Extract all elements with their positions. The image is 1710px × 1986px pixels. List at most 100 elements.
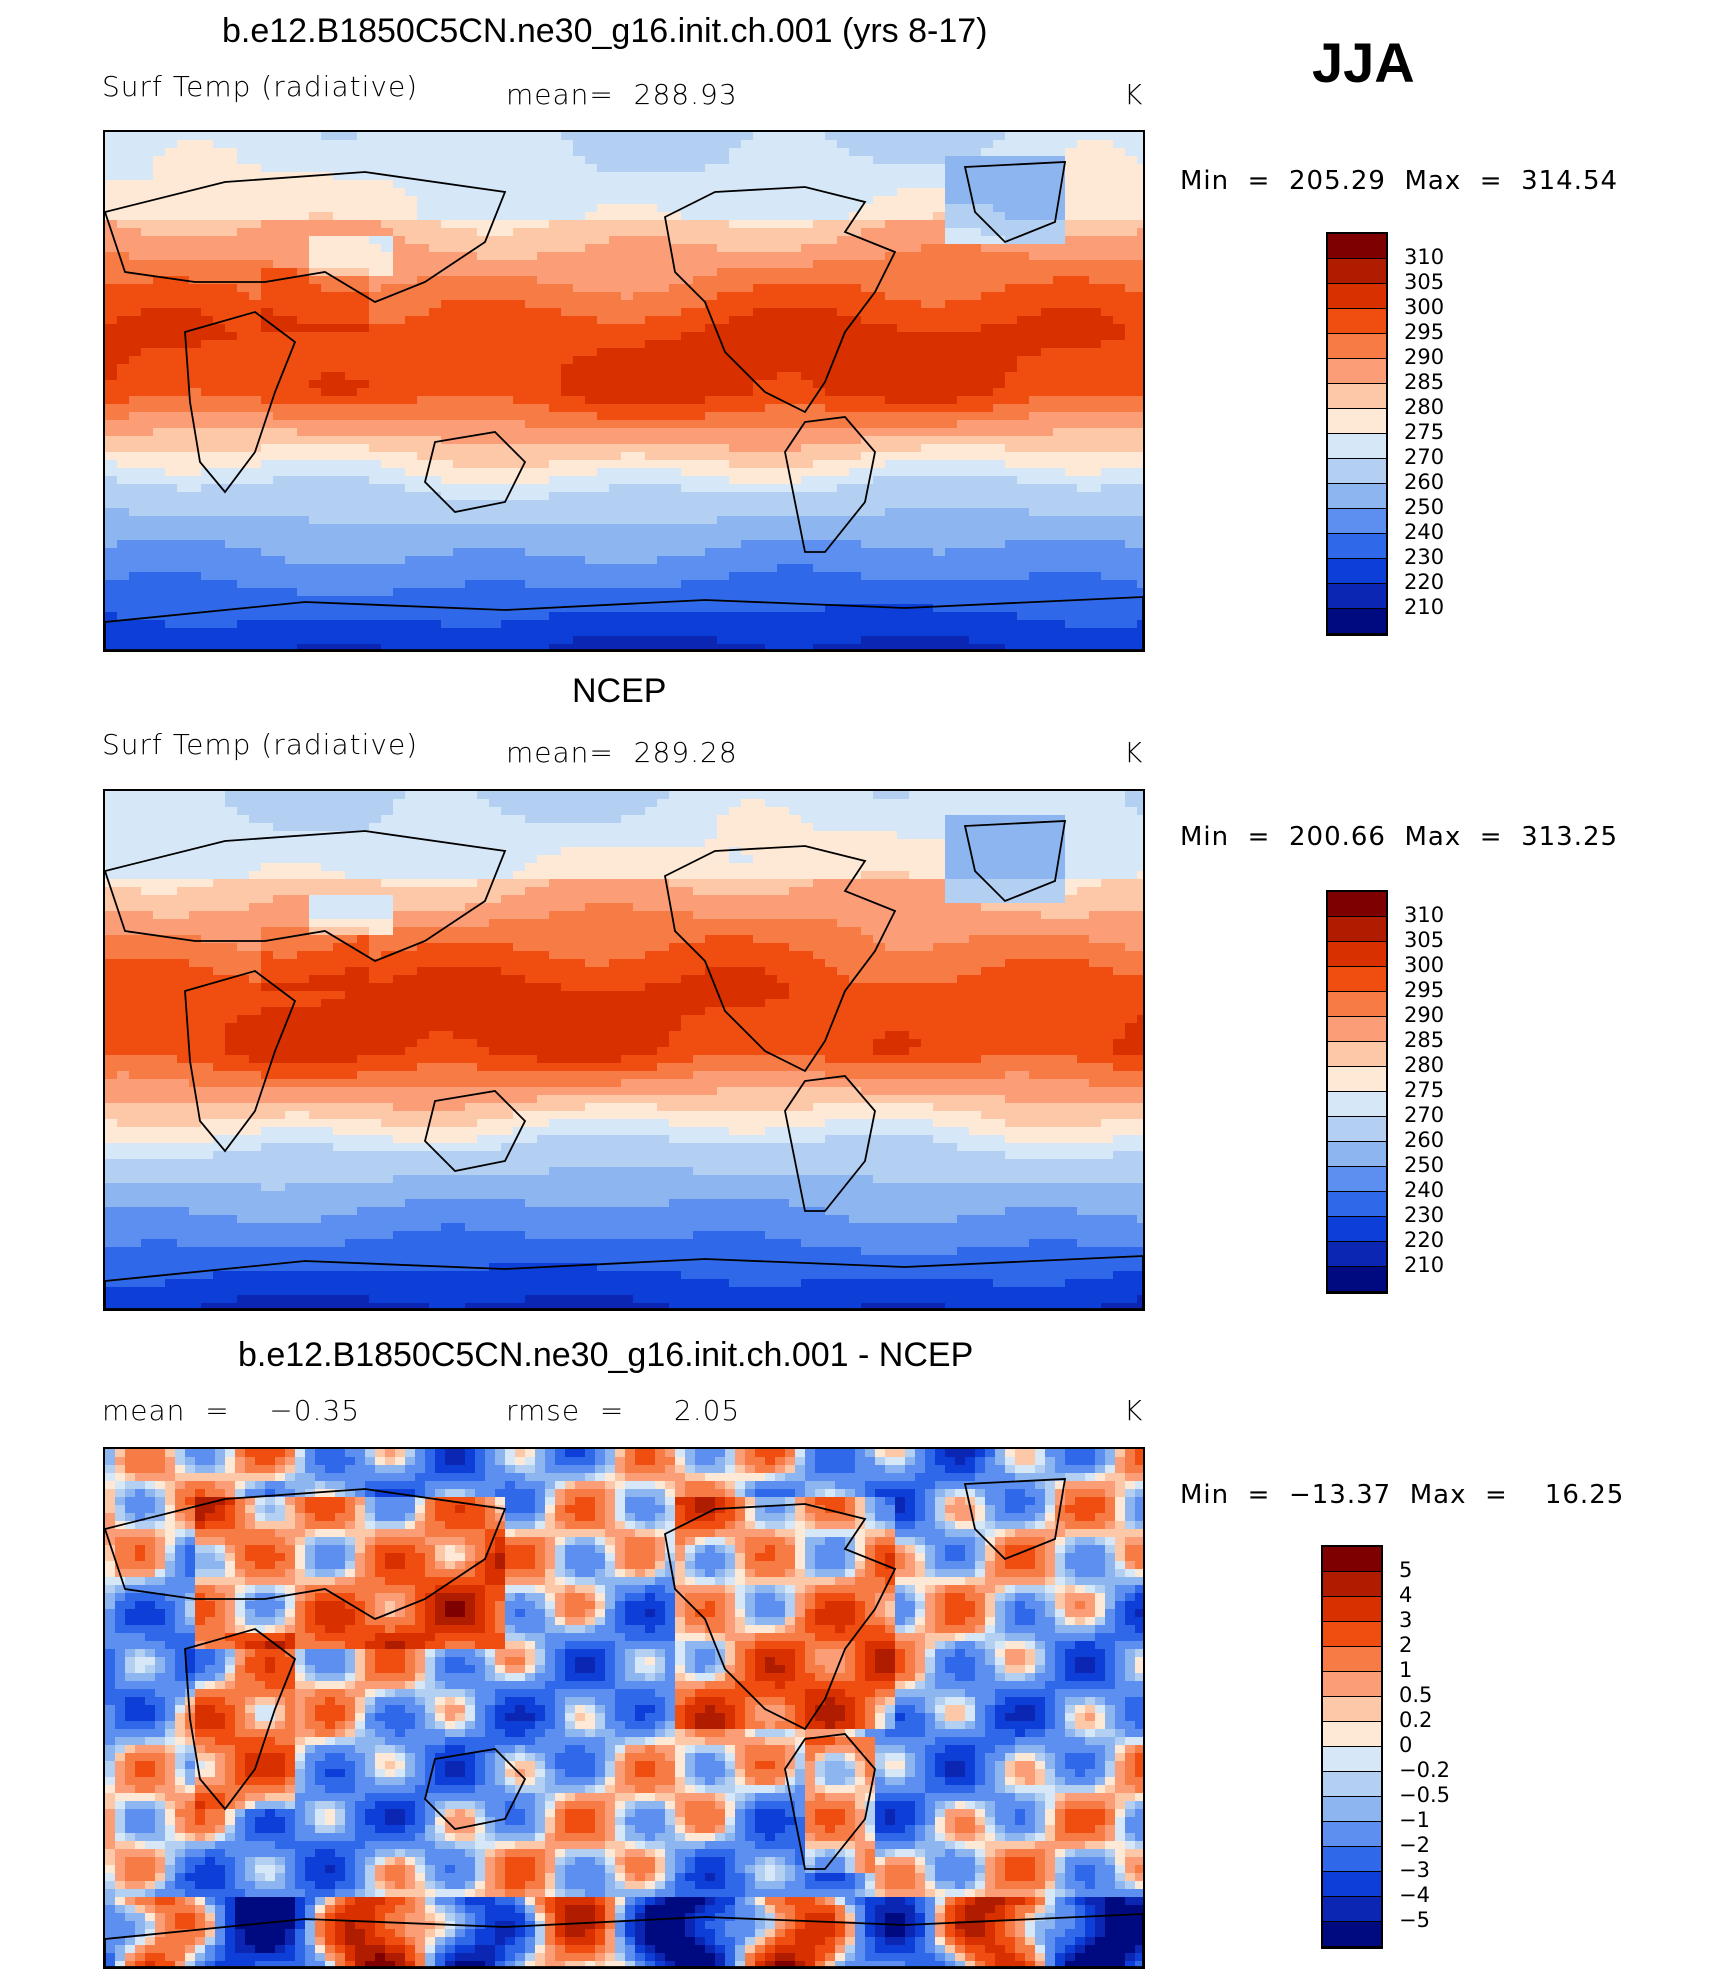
colorbar-tick-label: 4 bbox=[1399, 1583, 1413, 1607]
colorbar-tick-label: −4 bbox=[1399, 1883, 1430, 1907]
colorbar-swatch bbox=[1323, 1547, 1381, 1572]
colorbar-tick-label: 270 bbox=[1404, 1103, 1445, 1127]
colorbar-swatch bbox=[1323, 1872, 1381, 1897]
colorbar-tick-label: 0.5 bbox=[1399, 1683, 1433, 1707]
colorbar-swatch bbox=[1328, 559, 1386, 584]
colorbar-swatch bbox=[1328, 284, 1386, 309]
colorbar-tick-label: 240 bbox=[1404, 1178, 1445, 1202]
colorbar-swatch bbox=[1328, 584, 1386, 609]
variable-label: Surf Temp (radiative) bbox=[102, 70, 419, 103]
colorbar-tick-label: 250 bbox=[1404, 1153, 1445, 1177]
colorbar-tick-label: 295 bbox=[1404, 320, 1445, 344]
colorbar-tick-label: 260 bbox=[1404, 1128, 1445, 1152]
colorbar-tick-label: 1 bbox=[1399, 1658, 1413, 1682]
units-label: K bbox=[1124, 736, 1144, 769]
colorbar-swatch bbox=[1328, 1192, 1386, 1217]
colorbar-tick-label: 230 bbox=[1404, 1203, 1445, 1227]
coastline bbox=[784, 1075, 876, 1212]
colorbar-tick-label: 5 bbox=[1399, 1558, 1413, 1582]
coastline bbox=[105, 171, 507, 304]
colorbar-swatch bbox=[1328, 967, 1386, 992]
colorbar-tick-label: −0.5 bbox=[1399, 1783, 1450, 1807]
minmax-label: Min = 205.29 Max = 314.54 bbox=[1180, 166, 1619, 196]
coastline bbox=[184, 970, 297, 1153]
colorbar bbox=[1326, 890, 1388, 1294]
panel-title: b.e12.B1850C5CN.ne30_g16.init.ch.001 - N… bbox=[238, 1336, 974, 1374]
colorbar-swatch bbox=[1323, 1647, 1381, 1672]
colorbar-tick-label: 280 bbox=[1404, 1053, 1445, 1077]
coastline bbox=[105, 1488, 507, 1621]
colorbar-swatch bbox=[1328, 917, 1386, 942]
colorbar-swatch bbox=[1328, 484, 1386, 509]
colorbar-swatch bbox=[1328, 1217, 1386, 1242]
coastline bbox=[105, 596, 1143, 650]
colorbar-tick-label: 2 bbox=[1399, 1633, 1413, 1657]
colorbar-tick-label: 310 bbox=[1404, 903, 1445, 927]
mean-label: mean = −0.35 bbox=[102, 1394, 361, 1427]
colorbar-swatch bbox=[1323, 1747, 1381, 1772]
colorbar-tick-label: 310 bbox=[1404, 245, 1445, 269]
colorbar-swatch bbox=[1328, 459, 1386, 484]
colorbar-swatch bbox=[1328, 1242, 1386, 1267]
colorbar-swatch bbox=[1323, 1697, 1381, 1722]
coastline bbox=[963, 1478, 1067, 1561]
colorbar-tick-label: 285 bbox=[1404, 370, 1445, 394]
colorbar-swatch bbox=[1328, 309, 1386, 334]
colorbar-swatch bbox=[1323, 1572, 1381, 1597]
colorbar-tick-label: −2 bbox=[1399, 1833, 1430, 1857]
colorbar-tick-label: −0.2 bbox=[1399, 1758, 1450, 1782]
minmax-label: Min = 200.66 Max = 313.25 bbox=[1180, 822, 1619, 852]
map-plot bbox=[103, 1447, 1145, 1969]
colorbar-swatch bbox=[1328, 234, 1386, 259]
colorbar-swatch bbox=[1323, 1772, 1381, 1797]
coastline bbox=[784, 416, 876, 553]
colorbar-tick-label: 300 bbox=[1404, 953, 1445, 977]
colorbar-tick-label: 300 bbox=[1404, 295, 1445, 319]
colorbar-swatch bbox=[1328, 359, 1386, 384]
colorbar-swatch bbox=[1323, 1897, 1381, 1922]
colorbar-tick-label: 295 bbox=[1404, 978, 1445, 1002]
colorbar-tick-label: 3 bbox=[1399, 1608, 1413, 1632]
colorbar-tick-label: 305 bbox=[1404, 270, 1445, 294]
coastline bbox=[663, 186, 897, 414]
colorbar-tick-label: 290 bbox=[1404, 1003, 1445, 1027]
colorbar-tick-label: 220 bbox=[1404, 1228, 1445, 1252]
colorbar-tick-label: 220 bbox=[1404, 570, 1445, 594]
map-plot bbox=[103, 789, 1145, 1311]
units-label: K bbox=[1124, 78, 1144, 111]
colorbar-swatch bbox=[1328, 1067, 1386, 1092]
coastline bbox=[105, 830, 507, 963]
colorbar-tick-label: 260 bbox=[1404, 470, 1445, 494]
colorbar-swatch bbox=[1323, 1597, 1381, 1622]
colorbar-swatch bbox=[1328, 334, 1386, 359]
colorbar-tick-label: 210 bbox=[1404, 1253, 1445, 1277]
colorbar-swatch bbox=[1328, 534, 1386, 559]
rmse-label: rmse = 2.05 bbox=[506, 1394, 741, 1427]
colorbar-tick-label: 290 bbox=[1404, 345, 1445, 369]
colorbar-swatch bbox=[1328, 1142, 1386, 1167]
colorbar-swatch bbox=[1323, 1672, 1381, 1697]
colorbar-tick-label: 0.2 bbox=[1399, 1708, 1433, 1732]
colorbar-swatch bbox=[1328, 509, 1386, 534]
colorbar-tick-label: 285 bbox=[1404, 1028, 1445, 1052]
colorbar-tick-label: 270 bbox=[1404, 445, 1445, 469]
colorbar-swatch bbox=[1328, 942, 1386, 967]
colorbar-swatch bbox=[1323, 1622, 1381, 1647]
coastline bbox=[963, 820, 1067, 903]
coastline bbox=[963, 161, 1067, 244]
colorbar-swatch bbox=[1328, 992, 1386, 1017]
colorbar-swatch bbox=[1328, 1167, 1386, 1192]
colorbar-tick-label: −1 bbox=[1399, 1808, 1430, 1832]
colorbar-swatch bbox=[1328, 434, 1386, 459]
mean-label: mean= 289.28 bbox=[506, 736, 738, 769]
colorbar-tick-label: 250 bbox=[1404, 495, 1445, 519]
units-label: K bbox=[1124, 1394, 1144, 1427]
colorbar-swatch bbox=[1328, 1042, 1386, 1067]
mean-label: mean= 288.93 bbox=[506, 78, 738, 111]
colorbar-swatch bbox=[1323, 1822, 1381, 1847]
colorbar-swatch bbox=[1323, 1847, 1381, 1872]
colorbar-swatch bbox=[1328, 384, 1386, 409]
colorbar-swatch bbox=[1328, 1092, 1386, 1117]
colorbar-swatch bbox=[1323, 1722, 1381, 1747]
panel-title: NCEP bbox=[572, 672, 667, 710]
